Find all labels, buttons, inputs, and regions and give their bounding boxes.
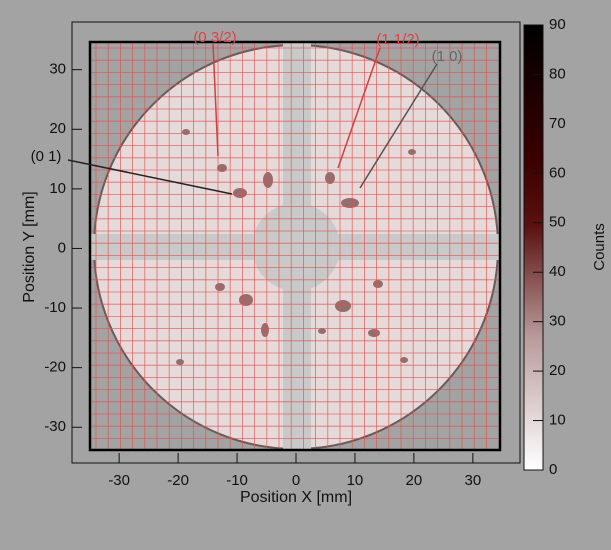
annotation: (0 1): [31, 148, 62, 165]
x-axis-title: Position X [mm]: [240, 489, 352, 506]
colorbar-tick-label: 70: [549, 115, 566, 132]
x-tick-label: -20: [167, 472, 189, 489]
y-axis-title: Position Y [mm]: [21, 191, 38, 302]
x-tick-label: 10: [347, 472, 364, 489]
colorbar-tick-label: 0: [549, 461, 557, 478]
x-tick-label: -10: [226, 472, 248, 489]
colorbar: [523, 24, 544, 471]
colorbar-title: Counts: [591, 223, 608, 271]
detector-image: [90, 42, 500, 450]
colorbar-tick-label: 90: [549, 16, 566, 33]
y-tick-label: 0: [58, 239, 66, 256]
detector-frame: [88, 40, 502, 452]
y-tick-label: 30: [49, 61, 66, 78]
colorbar-tick-label: 60: [549, 164, 566, 181]
y-tick-label: -30: [44, 418, 66, 435]
colorbar-tick-label: 10: [549, 412, 566, 429]
annotation: (1 0): [432, 48, 463, 65]
y-tick-label: 10: [49, 180, 66, 197]
y-tick-label: 20: [49, 120, 66, 137]
annotation: (1 1/2): [376, 31, 419, 48]
annotation-arrows: [67, 43, 438, 195]
y-tick-label: -20: [44, 359, 66, 376]
colorbar-tick-label: 20: [549, 362, 566, 379]
annotation: (0 3/2): [193, 29, 236, 46]
x-tick-label: 30: [464, 472, 481, 489]
colorbar-tick-label: 50: [549, 214, 566, 231]
x-tick-label: 20: [406, 472, 423, 489]
colorbar-tick-label: 30: [549, 313, 566, 330]
colorbar-tick-label: 80: [549, 65, 566, 82]
y-tick-label: -10: [44, 299, 66, 316]
x-tick-label: -30: [108, 472, 130, 489]
x-tick-label: 0: [292, 472, 300, 489]
reciprocal-grid: [90, 42, 500, 450]
colorbar-tick-label: 40: [549, 263, 566, 280]
